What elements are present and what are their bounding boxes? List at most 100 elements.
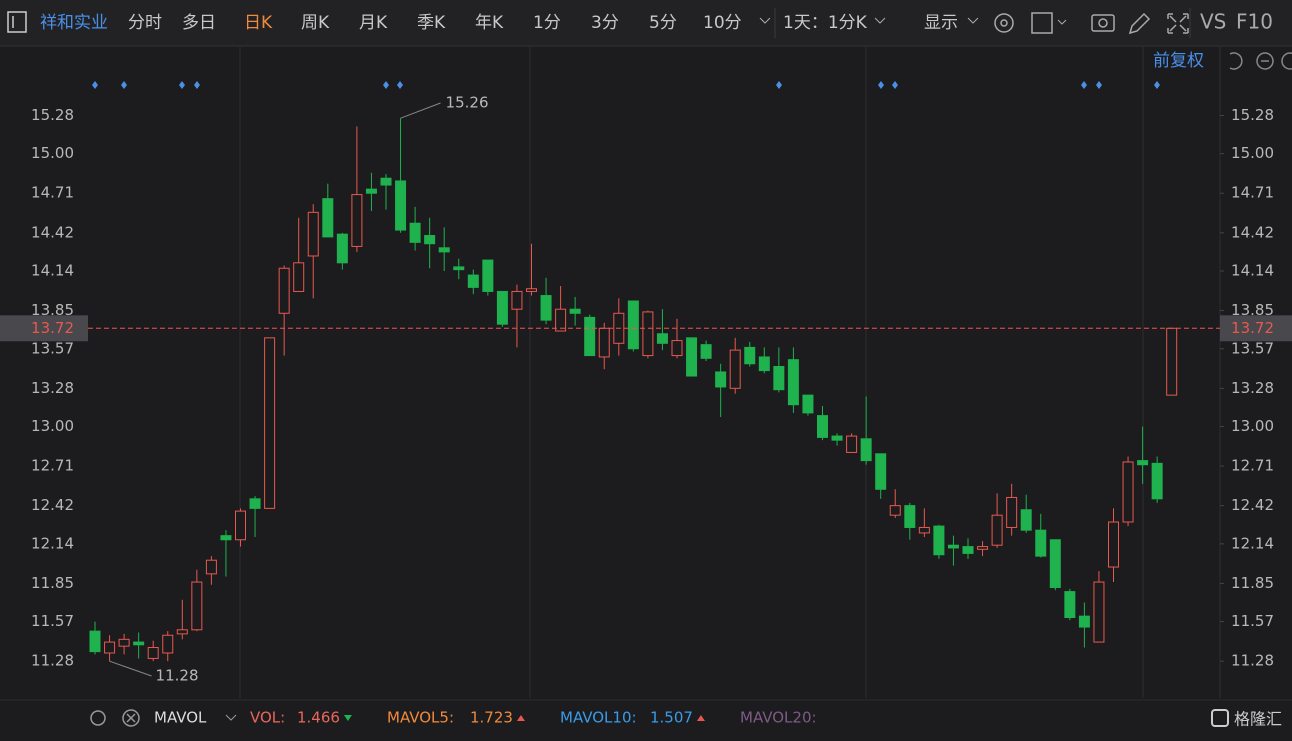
candle-body [1020,509,1032,531]
min-pointer [109,660,152,677]
candle-body [104,641,116,654]
candle-body [1137,460,1149,466]
settings-icon-core [1000,19,1008,27]
y-tick-label: 13.57 [31,339,74,357]
settings-icon[interactable] [994,13,1014,33]
candle-body [1108,521,1119,568]
event-marker[interactable] [878,81,884,89]
candle-body [686,337,698,377]
event-marker[interactable] [194,81,200,89]
candle-body [133,641,145,646]
y2-tick-label: 13.85 [1231,301,1274,319]
candle-body [438,247,450,253]
zoom-in-icon[interactable] [1281,52,1292,70]
period-tab[interactable]: 周K [301,13,330,33]
candle-body [846,435,858,453]
period-tab[interactable]: 日K [244,13,273,33]
max-label: 15.26 [446,94,489,112]
event-marker[interactable] [92,81,98,89]
event-marker[interactable] [892,81,898,89]
period-tab[interactable]: 季K [417,13,446,33]
candle-body [744,346,756,365]
candle-body [235,510,246,541]
interval-select[interactable]: 1天：1分K [783,13,868,33]
event-marker[interactable] [383,81,389,89]
y-tick-label: 12.71 [31,457,74,475]
chevron[interactable] [874,17,886,24]
candle-body [380,177,392,186]
indicator-close[interactable] [122,709,140,727]
event-marker[interactable] [121,81,127,89]
chevron[interactable] [225,714,237,721]
candle-body [307,211,319,257]
candle-body [991,514,1003,546]
chevron[interactable] [967,17,979,24]
event-marker[interactable] [1081,81,1087,89]
stock-name[interactable]: 祥和实业 [40,13,108,33]
indicator-settings[interactable] [90,710,106,726]
trend-arrow [516,715,525,721]
y2-tick-label: 14.14 [1231,261,1274,279]
vs-button[interactable]: VS [1200,10,1226,34]
indicator-name[interactable]: MAVOL [154,709,207,727]
camera-lens [1098,18,1108,28]
event-marker[interactable] [1096,81,1102,89]
last-price-label: 13.72 [31,319,74,337]
y2-tick-label: 15.00 [1231,144,1274,162]
candle-body [831,435,843,441]
event-marker[interactable] [397,81,403,89]
candle-body [627,300,639,350]
event-marker[interactable] [776,81,782,89]
candle-body [191,581,203,631]
f10-button[interactable]: F10 [1236,10,1273,34]
event-marker[interactable] [1154,81,1160,89]
zoom-out-icon[interactable] [1256,52,1274,70]
candle-body [409,222,421,243]
last-price-box [1220,315,1292,342]
chevron[interactable] [759,17,771,24]
reset-icon[interactable] [1229,52,1243,70]
candle-body [424,235,436,245]
fullscreen-icon[interactable] [1167,13,1189,34]
camera-icon[interactable] [1091,14,1115,32]
candle-body [118,638,130,647]
period-tab[interactable]: 10分 [703,13,742,33]
candle-body [526,288,537,292]
min-label: 11.28 [156,667,199,685]
period-tab[interactable]: 年K [475,13,504,33]
candle-body [569,308,581,314]
candle-body [365,188,377,194]
menu-icon[interactable] [7,11,27,33]
y2-tick-label: 13.00 [1231,417,1274,435]
candle-body [555,308,567,332]
y-tick-label: 13.28 [31,379,74,397]
candle-body [904,505,916,528]
period-tab[interactable]: 多日 [182,13,216,33]
period-tab[interactable]: 1分 [533,13,561,33]
candle-body [351,194,363,247]
candle-body [264,337,276,509]
last-price-label: 13.72 [1231,319,1274,337]
frame-icon[interactable] [1031,12,1053,34]
y2-tick-label: 14.42 [1231,223,1274,241]
period-tab[interactable]: 5分 [649,13,677,33]
candle-body [1049,539,1061,588]
trend-arrow [696,715,705,721]
candle-body [511,290,523,310]
event-marker[interactable] [179,81,185,89]
pen-icon[interactable] [1128,12,1151,35]
period-tab[interactable]: 3分 [591,13,619,33]
period-tab[interactable]: 分时 [128,13,162,33]
candle-body [205,559,217,575]
period-tab[interactable]: 月K [359,13,388,33]
candle-body [947,544,959,549]
y2-tick-label: 13.28 [1231,379,1274,397]
y-tick-label: 14.71 [31,184,74,202]
last-price-box [0,315,88,342]
display-menu[interactable]: 显示 [924,13,958,33]
candle-body [336,233,348,264]
chevron[interactable] [1057,19,1067,25]
adjust-mode[interactable]: 前复权 [1153,51,1204,71]
candle-body [598,327,610,358]
